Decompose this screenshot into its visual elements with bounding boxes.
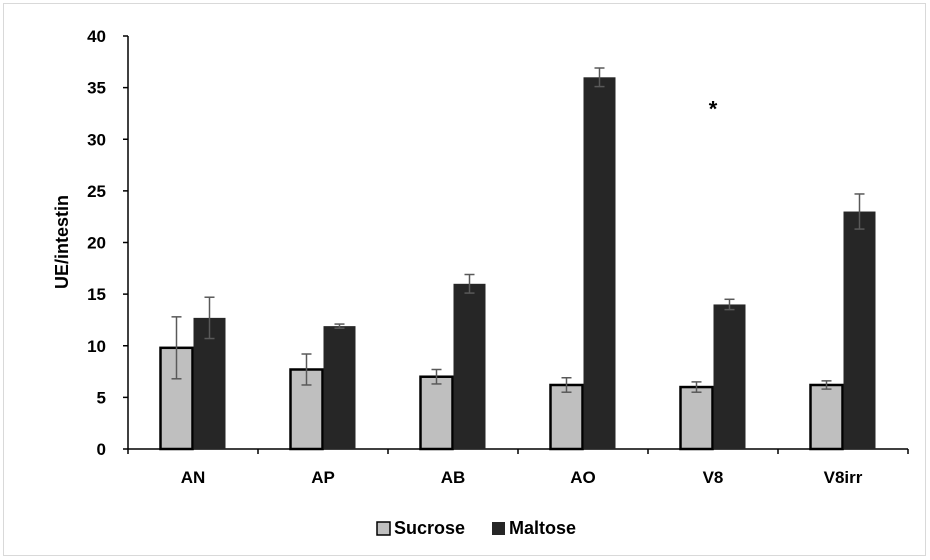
y-axis: [123, 35, 129, 450]
bar-maltose: [713, 304, 746, 449]
category-label: AN: [181, 468, 206, 487]
bar-maltose: [323, 326, 356, 449]
y-axis-title: UE/intestin: [52, 195, 72, 289]
bar-sucrose: [549, 383, 584, 451]
y-tick-label: 35: [87, 79, 106, 98]
legend-swatch-sucrose: [376, 521, 391, 536]
significance-asterisk: *: [709, 96, 718, 121]
x-axis: [127, 448, 909, 454]
legend-label-sucrose: Sucrose: [394, 518, 465, 538]
error-bars: [171, 67, 865, 393]
bar-maltose: [193, 317, 226, 449]
annotations: *: [709, 96, 718, 121]
y-tick-label: 10: [87, 337, 106, 356]
y-tick-label: 20: [87, 234, 106, 253]
legend-swatch-maltose: [492, 522, 505, 535]
category-label: AP: [311, 468, 335, 487]
bar-sucrose: [679, 385, 714, 451]
bar-maltose: [843, 211, 876, 449]
legend-label-maltose: Maltose: [509, 518, 576, 538]
bar-maltose: [583, 77, 616, 450]
bar-maltose: [453, 283, 486, 449]
y-tick-label: 15: [87, 285, 106, 304]
y-tick-label: 40: [87, 27, 106, 46]
category-labels: AN AP AB AO V8 V8irr: [181, 468, 863, 487]
bars: [159, 77, 876, 451]
category-label: AO: [570, 468, 596, 487]
y-tick-labels: 0 5 10 15 20 25 30 35 40: [87, 27, 106, 459]
y-tick-label: 0: [97, 440, 106, 459]
category-label: V8irr: [824, 468, 863, 487]
y-tick-label: 5: [97, 388, 106, 407]
bar-sucrose: [809, 383, 844, 451]
y-tick-label: 30: [87, 130, 106, 149]
bar-sucrose: [419, 375, 454, 451]
category-label: AB: [441, 468, 466, 487]
y-tick-label: 25: [87, 182, 106, 201]
legend: Sucrose Maltose: [376, 518, 576, 538]
chart-frame: [3, 3, 926, 556]
category-label: V8: [703, 468, 724, 487]
